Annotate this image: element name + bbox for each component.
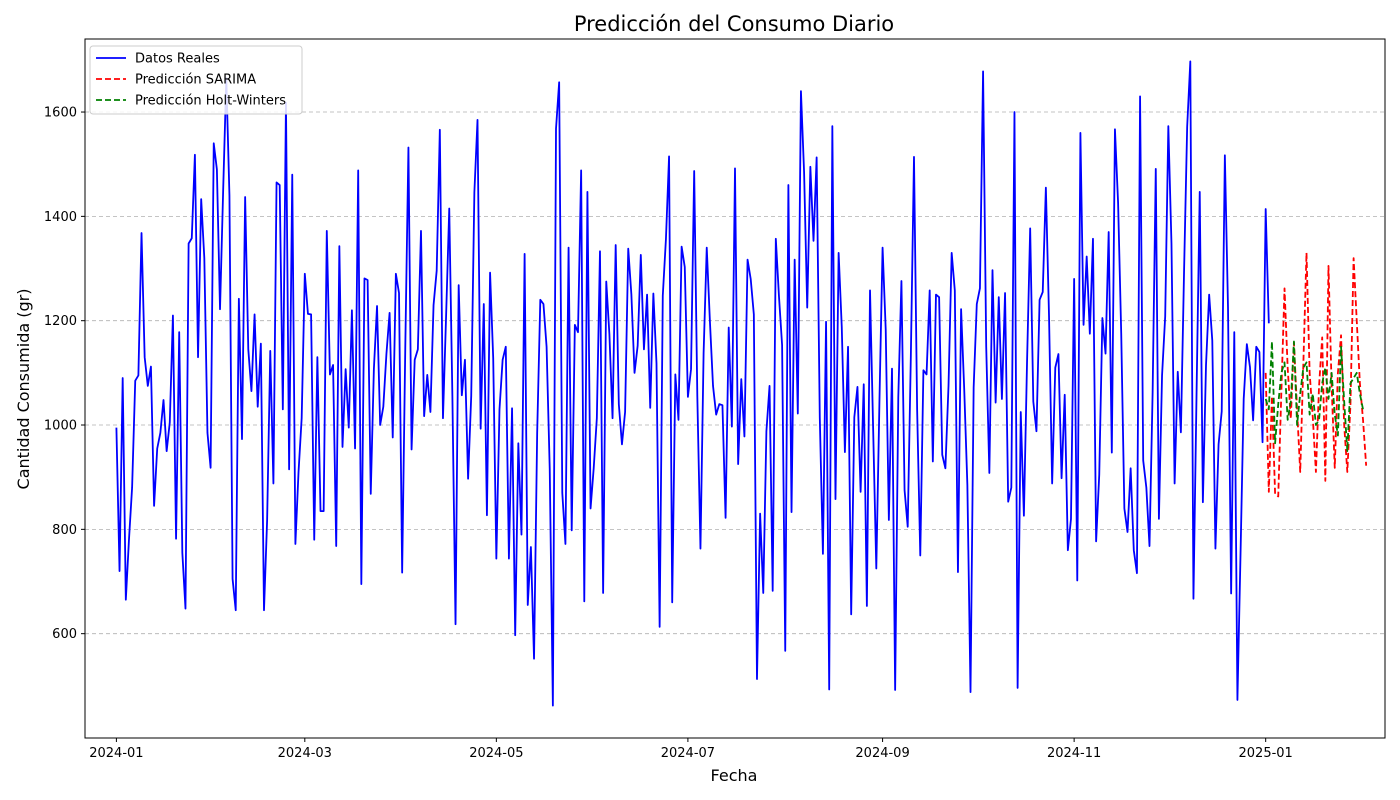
axis-ticks: 600 800 1000 1200 1400 1600 2024-01 2024-03 2024…	[44, 106, 1293, 761]
x-tick-label: 2024-07	[661, 746, 715, 761]
x-axis-label: Fecha	[711, 766, 758, 785]
y-tick-label: 1400	[44, 210, 77, 225]
series-line-1	[115, 60, 1270, 707]
series-lines	[115, 60, 1368, 707]
x-tick-label: 2024-01	[89, 746, 143, 761]
chart-title: Predicción del Consumo Diario	[574, 12, 894, 36]
series-line-2	[1264, 251, 1368, 498]
legend-label-2: Predicción SARIMA	[135, 73, 256, 88]
y-tick-label: 1600	[44, 106, 77, 121]
legend-box	[89, 45, 303, 115]
x-tick-label: 2024-09	[855, 746, 909, 761]
legend-label-3: Predicción Holt-Winters	[135, 94, 286, 109]
chart-legend: Datos Reales Predicción SARIMA Predicción …	[89, 45, 303, 115]
y-tick-label: 600	[52, 627, 77, 642]
legend-label-1: Datos Reales	[135, 52, 220, 67]
y-tick-label: 1000	[44, 419, 77, 434]
y-tick-label: 1200	[44, 314, 77, 329]
x-tick-label: 2024-11	[1047, 746, 1101, 761]
x-tick-label: 2024-03	[278, 746, 332, 761]
series-line-3	[1264, 340, 1364, 453]
y-tick-label: 800	[52, 523, 77, 538]
x-tick-label: 2024-05	[469, 746, 523, 761]
plot-area-frame	[84, 38, 1386, 739]
x-tick-label: 2025-01	[1239, 746, 1293, 761]
y-axis-label: Cantidad Consumida (gr)	[14, 289, 33, 490]
